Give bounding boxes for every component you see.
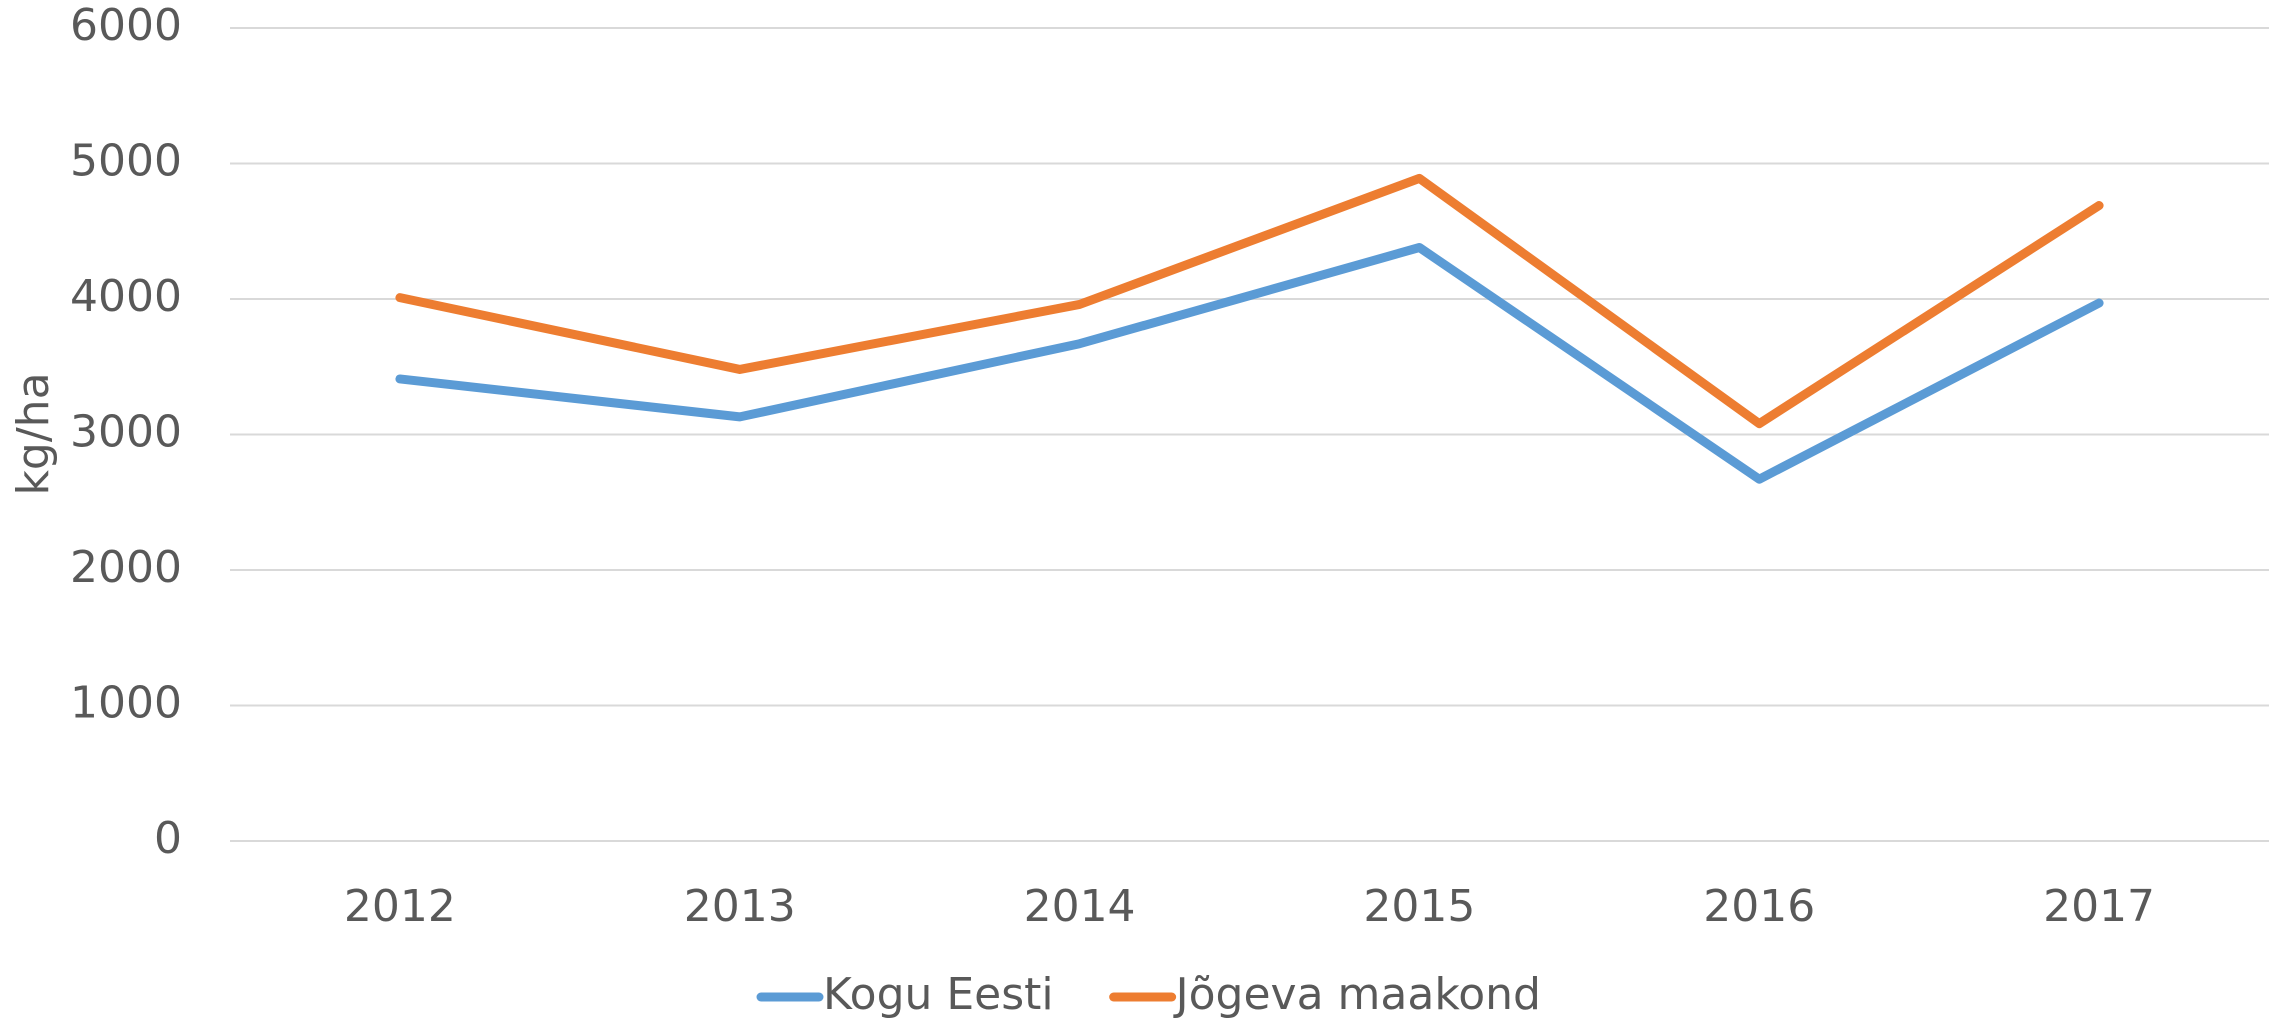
series-line [395,173,2104,429]
y-tick-label: 3000 [70,407,182,458]
legend-label: Jõgeva maakond [1173,969,1541,1020]
y-tick-label: 1000 [70,678,182,729]
x-tick-label: 2013 [684,881,796,932]
y-tick-label: 0 [154,813,182,864]
y-tick-label: 2000 [70,542,182,593]
legend-label: Kogu Eesti [823,969,1054,1020]
y-tick-label: 4000 [70,271,182,322]
y-axis-label: kg/ha [8,372,59,495]
x-tick-label: 2016 [1703,881,1815,932]
y-tick-label: 5000 [70,136,182,187]
x-tick-label: 2014 [1024,881,1136,932]
x-tick-label: 2015 [1363,881,1475,932]
x-tick-label: 2012 [344,881,456,932]
x-tick-label: 2017 [2043,881,2155,932]
series-line [395,243,2104,484]
y-tick-label: 6000 [70,0,182,51]
